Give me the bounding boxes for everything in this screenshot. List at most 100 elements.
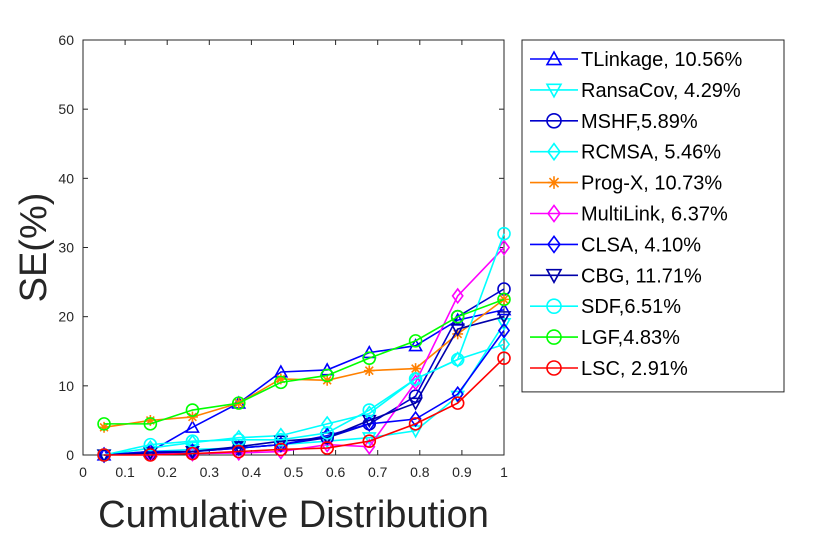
x-tick-label: 0.6 bbox=[326, 464, 346, 480]
y-axis-label: SE(%) bbox=[13, 193, 55, 303]
legend-item-mshf-5-89: MSHF,5.89% bbox=[530, 111, 698, 133]
data-point bbox=[362, 403, 377, 417]
series-line bbox=[104, 357, 505, 456]
legend-marker bbox=[546, 329, 562, 345]
x-tick-label: 0.7 bbox=[368, 464, 388, 480]
data-point bbox=[450, 352, 465, 367]
data-point bbox=[143, 448, 158, 462]
data-point bbox=[320, 368, 334, 383]
data-point bbox=[98, 421, 110, 433]
legend-label: TLinkage, 10.56% bbox=[581, 49, 742, 71]
data-point bbox=[321, 374, 333, 386]
y-tick-label: 0 bbox=[66, 447, 74, 463]
data-point bbox=[144, 415, 156, 426]
legend-marker bbox=[545, 83, 563, 99]
data-point bbox=[143, 437, 158, 452]
legend-marker bbox=[547, 204, 561, 223]
y-tick-label: 30 bbox=[58, 240, 74, 256]
data-point bbox=[497, 351, 511, 365]
data-point bbox=[450, 323, 466, 337]
data-point bbox=[274, 432, 288, 447]
legend-label: CLSA, 4.10% bbox=[581, 234, 701, 256]
data-point bbox=[273, 435, 289, 449]
data-point bbox=[363, 365, 375, 377]
data-point bbox=[451, 287, 464, 305]
data-point bbox=[97, 417, 111, 431]
legend-marker bbox=[545, 50, 563, 66]
legend-item-ransacov-4-29: RansaCov, 4.29% bbox=[530, 80, 741, 102]
series-lsc-2-91 bbox=[97, 351, 511, 462]
legend-label: RansaCov, 4.29% bbox=[581, 80, 741, 102]
data-point bbox=[408, 334, 423, 348]
data-point bbox=[320, 426, 334, 440]
data-point bbox=[185, 446, 200, 461]
data-point bbox=[185, 419, 200, 433]
data-point bbox=[362, 434, 377, 448]
legend-marker bbox=[547, 142, 561, 162]
legend: TLinkage, 10.56% RansaCov, 4.29% MSHF,5.89… bbox=[521, 39, 785, 393]
data-point bbox=[274, 442, 288, 457]
y-tick-label: 10 bbox=[58, 378, 74, 394]
x-tick-label: 0.9 bbox=[452, 464, 472, 480]
data-point bbox=[231, 441, 247, 455]
data-point bbox=[408, 372, 423, 386]
data-point bbox=[408, 338, 423, 352]
x-tick-label: 0.1 bbox=[115, 464, 135, 480]
data-point bbox=[497, 226, 511, 241]
legend-item-clsa-4-10: CLSA, 4.10% bbox=[530, 234, 701, 256]
data-point bbox=[187, 411, 198, 423]
legend-label: MSHF,5.89% bbox=[581, 111, 698, 133]
legend-label: Prog-X, 10.73% bbox=[581, 173, 722, 195]
series-lgf-4-83 bbox=[97, 292, 511, 431]
x-axis: 0 0.1 0.2 0.3 0.4 0.5 0.6 0.7 0.8 0.9 1 bbox=[79, 40, 508, 480]
series-line bbox=[103, 308, 505, 456]
series-layer bbox=[96, 226, 512, 464]
data-point bbox=[274, 375, 288, 390]
series-line bbox=[103, 233, 505, 456]
data-point bbox=[496, 302, 512, 316]
data-point bbox=[231, 444, 246, 459]
legend-marker bbox=[547, 176, 561, 189]
data-point bbox=[274, 427, 287, 444]
legend-label: LGF,4.83% bbox=[581, 327, 680, 349]
data-point bbox=[496, 317, 512, 332]
data-point bbox=[450, 309, 465, 324]
x-tick-label: 0 bbox=[79, 464, 87, 480]
data-point bbox=[143, 447, 158, 461]
data-point bbox=[409, 374, 422, 391]
data-point bbox=[409, 410, 422, 428]
x-tick-label: 0.3 bbox=[200, 464, 220, 480]
legend-item-lgf-4-83: LGF,4.83% bbox=[530, 327, 680, 349]
legend-marker bbox=[546, 113, 562, 129]
series-line bbox=[104, 315, 505, 456]
data-point bbox=[275, 373, 287, 385]
data-point bbox=[408, 417, 423, 431]
data-point bbox=[450, 396, 465, 410]
data-point bbox=[186, 434, 199, 451]
plot-frame bbox=[82, 39, 505, 456]
y-tick-label: 60 bbox=[58, 32, 74, 48]
legend-item-cbg-11-71: CBG, 11.71% bbox=[530, 265, 702, 287]
data-point bbox=[321, 415, 334, 433]
x-tick-label: 1 bbox=[500, 464, 508, 480]
series-line bbox=[104, 298, 505, 425]
x-tick-label: 0.4 bbox=[242, 464, 262, 480]
legend-label: RCMSA, 5.46% bbox=[581, 142, 721, 164]
data-point bbox=[361, 432, 377, 446]
data-point bbox=[410, 363, 421, 374]
data-point bbox=[231, 396, 246, 410]
x-axis-label: Cumulative Distribution bbox=[98, 494, 489, 536]
legend-item-lsc-2-91: LSC, 2.91% bbox=[530, 358, 688, 380]
data-point bbox=[362, 351, 377, 365]
legend-label: LSC, 2.91% bbox=[581, 358, 688, 380]
data-point bbox=[451, 351, 464, 368]
legend-box bbox=[521, 39, 785, 393]
data-point bbox=[497, 292, 511, 307]
legend-item-prog-x-10-73: Prog-X, 10.73% bbox=[530, 173, 722, 195]
x-tick-label: 0.8 bbox=[410, 464, 430, 480]
legend-label: CBG, 11.71% bbox=[581, 265, 702, 287]
y-tick-label: 50 bbox=[58, 101, 74, 117]
legend-marker bbox=[546, 360, 562, 376]
data-point bbox=[143, 417, 158, 431]
